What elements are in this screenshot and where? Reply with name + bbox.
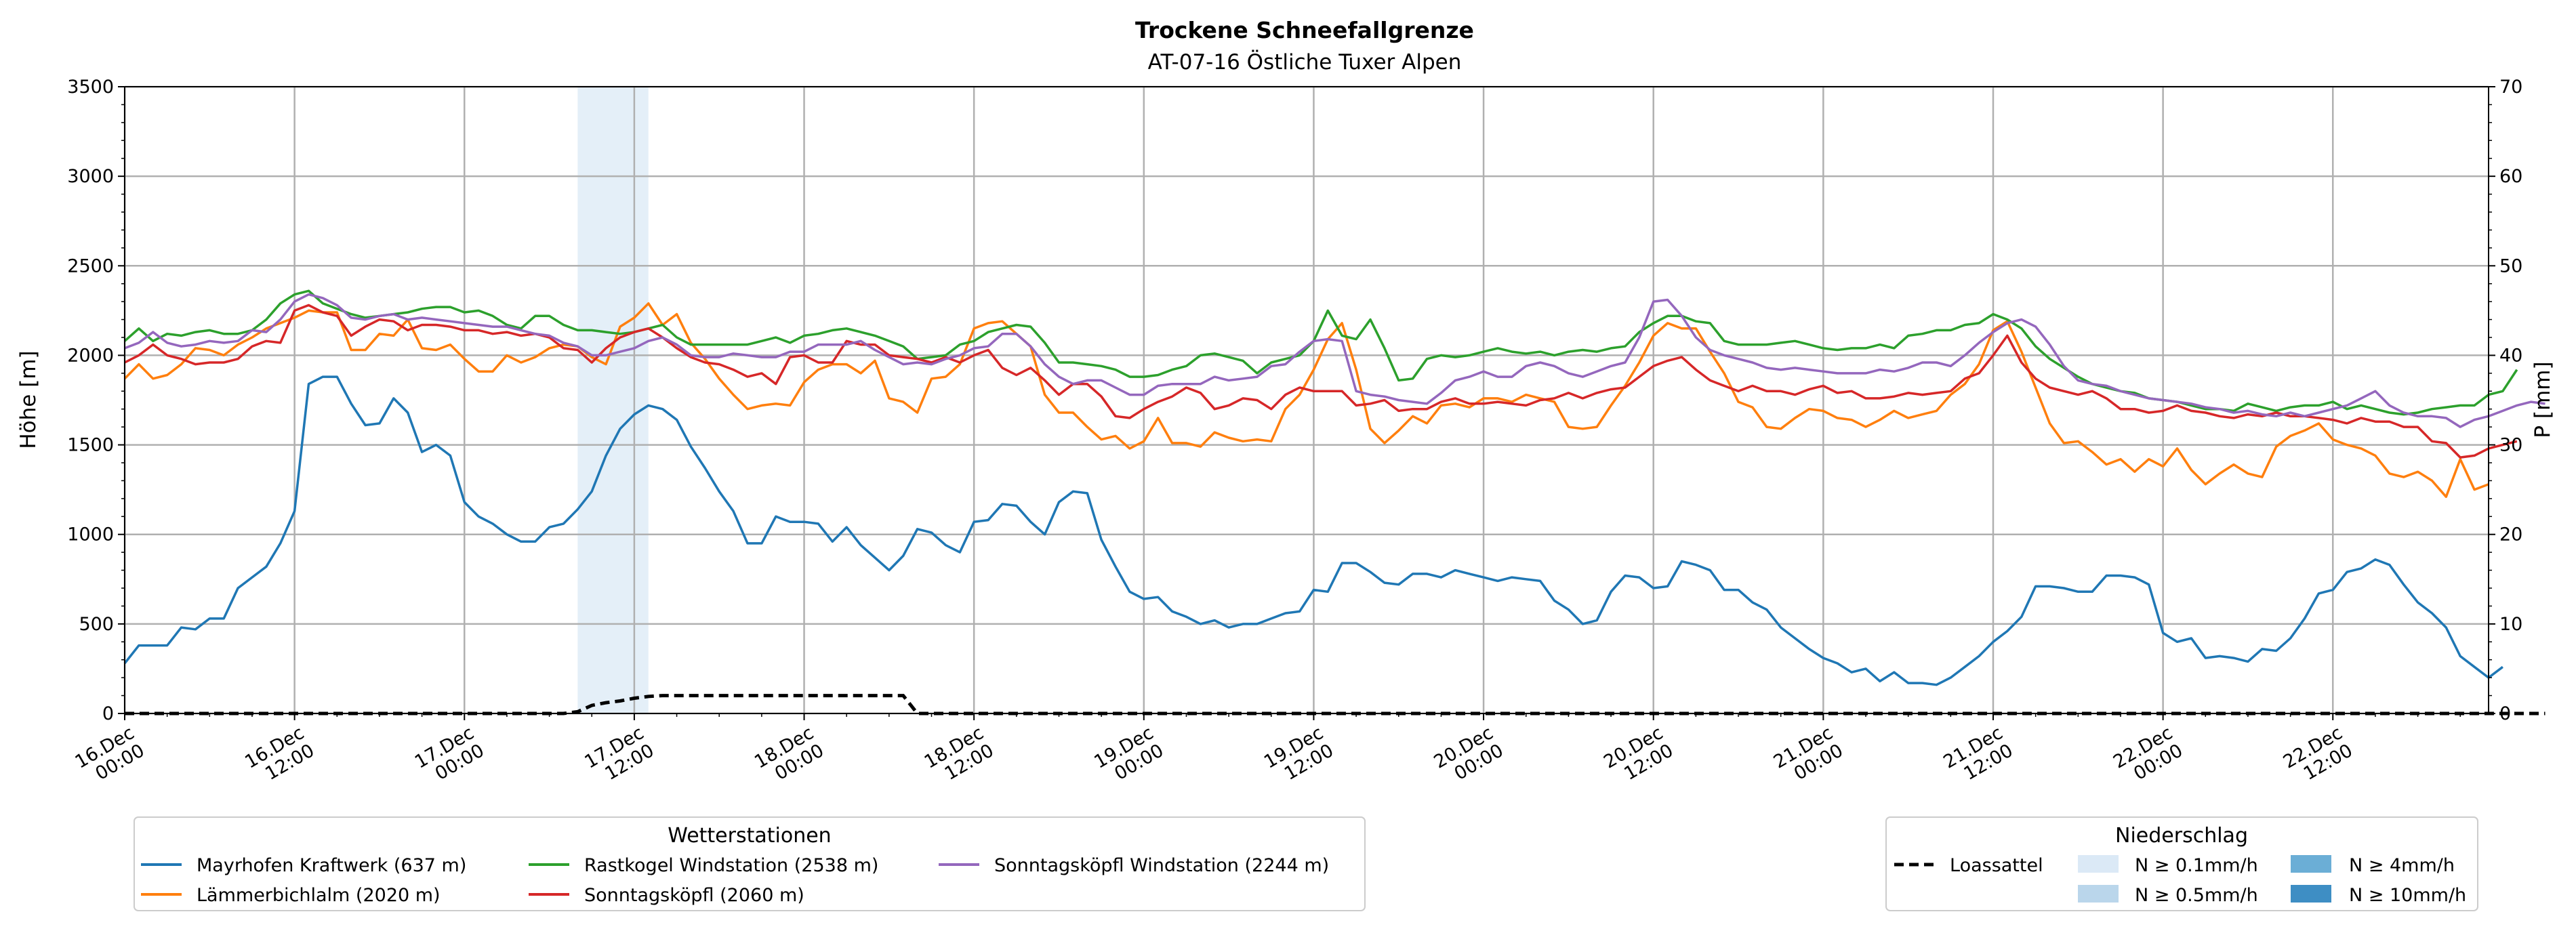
y-tick-label: 2000 [67,345,114,366]
x-tick-label: 17.Dec12:00 [581,722,657,790]
y-axis-label: Höhe [m] [16,350,41,449]
series-layer [123,289,2546,716]
legend-swatch [2291,855,2331,873]
y-right-tick-label: 40 [2499,345,2522,366]
legend-label: Lämmerbichlalm (2020 m) [197,885,441,906]
legend-label: Rastkogel Windstation (2538 m) [584,855,878,876]
x-tick-label: 21.Dec00:00 [1770,722,1847,790]
legend-label: Sonntagsköpfl (2060 m) [584,885,804,906]
legend-item: Rastkogel Windstation (2538 m) [529,855,878,876]
legend-swatch [2078,855,2119,873]
legend-stations-title: Wetterstationen [668,824,831,848]
y-right-tick-label: 0 [2499,703,2511,724]
legend-stations: Wetterstationen Mayrhofen Kraftwerk (637… [134,816,1366,911]
chart-title: Trockene Schneefallgrenze [1135,17,1474,43]
y-tick-label: 3500 [67,77,114,98]
y-right-tick-label: 60 [2499,166,2522,187]
x-tick-label: 16.Dec00:00 [72,722,148,790]
legend-label: N ≥ 10mm/h [2349,885,2466,906]
legend-item: N ≥ 0.5mm/h [2078,885,2258,906]
x-tick-label: 20.Dec12:00 [1600,722,1677,790]
legend-item: N ≥ 0.1mm/h [2078,855,2258,876]
x-tick-label: 16.Dec12:00 [241,722,318,790]
legend-label: N ≥ 0.1mm/h [2135,855,2258,876]
x-tick-label: 19.Dec12:00 [1261,722,1337,790]
x-tick-label: 22.Dec12:00 [2280,722,2356,790]
legend-item: Lämmerbichlalm (2020 m) [141,885,441,906]
y-tick-label: 500 [79,614,114,635]
x-tick-label: 21.Dec12:00 [1940,722,2017,790]
x-tick-label: 18.Dec12:00 [921,722,998,790]
legend-swatch [2291,885,2331,903]
series-line-3 [124,304,2518,459]
y-right-tick-label: 30 [2499,435,2522,456]
legend-precip-title: Niederschlag [2115,824,2248,848]
y-tick-label: 2500 [67,255,114,276]
legend-item: N ≥ 4mm/h [2291,855,2455,876]
precip-band [577,87,649,713]
x-tick-label: 18.Dec00:00 [751,722,827,790]
grid-layer [123,85,2489,715]
legend-item: Sonntagsköpfl Windstation (2244 m) [939,855,1329,876]
legend-label: N ≥ 0.5mm/h [2135,885,2258,906]
legend-item: Sonntagsköpfl (2060 m) [529,885,804,906]
series-line-4 [124,293,2546,428]
y-tick-label: 0 [102,703,114,724]
y-right-tick-label: 10 [2499,614,2522,635]
x-tick-label: 19.Dec00:00 [1090,722,1167,790]
plot-frame [124,86,2489,714]
y-tick-label: 1000 [67,524,114,545]
tick-layer: 0 500 1000 1500 2000 2500 3000 3500 0 10 20 30 40 50 6… [67,77,2522,790]
chart-subtitle: AT-07-16 Östliche Tuxer Alpen [1148,49,1462,75]
series-line-0 [123,375,2503,686]
series-line-1 [123,302,2489,498]
legend-stations-frame [134,816,1366,911]
series-loassattel [125,694,2546,716]
legend-precip: Niederschlag Loassattel N ≥ 0.1mm/h N ≥ … [1885,816,2478,911]
y-right-tick-label: 70 [2499,77,2522,98]
y-right-tick-label: 50 [2499,255,2522,276]
legend-label: Loassattel [1950,855,2043,876]
x-tick-label: 17.Dec00:00 [411,722,488,790]
legend-label: N ≥ 4mm/h [2349,855,2455,876]
precip-band-layer [577,87,649,713]
legend-item: Loassattel [1894,855,2043,876]
y-axis-right-label: P [mm] [2531,361,2555,438]
legend-label: Mayrhofen Kraftwerk (637 m) [197,855,466,876]
legend-swatch [2078,885,2119,903]
x-tick-label: 22.Dec00:00 [2110,722,2186,790]
y-tick-label: 3000 [67,166,114,187]
y-tick-label: 1500 [67,435,114,456]
legend-item: N ≥ 10mm/h [2291,885,2466,906]
legend-label: Sonntagsköpfl Windstation (2244 m) [994,855,1329,876]
legend-item: Mayrhofen Kraftwerk (637 m) [141,855,466,876]
x-tick-label: 20.Dec00:00 [1431,722,1507,790]
y-right-tick-label: 20 [2499,524,2522,545]
